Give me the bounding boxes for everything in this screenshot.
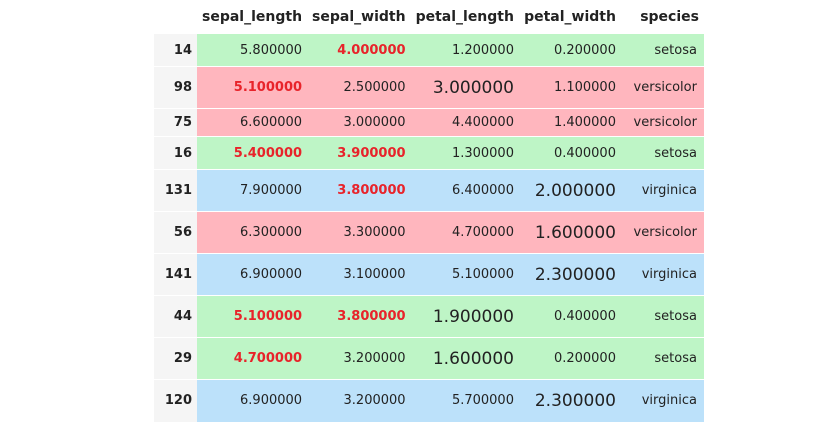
cell-sepal-width: 3.900000	[307, 136, 411, 170]
cell-petal-width: 1.100000	[518, 66, 621, 109]
cell-sepal-width: 3.800000	[307, 295, 411, 338]
table-row: 98 5.100000 2.500000 3.000000 1.100000 v…	[154, 66, 704, 109]
cell-species: virginica	[620, 169, 704, 212]
cell-species: versicolor	[620, 211, 704, 254]
cell-sepal-length: 5.100000	[197, 66, 308, 109]
table-row: 14 5.800000 4.000000 1.200000 0.200000 s…	[154, 33, 704, 67]
row-index: 16	[154, 136, 197, 170]
cell-petal-width: 0.200000	[518, 33, 621, 67]
row-index: 14	[154, 33, 197, 67]
cell-sepal-length: 6.600000	[197, 108, 308, 137]
table-row: 131 7.900000 3.800000 6.400000 2.000000 …	[154, 169, 704, 212]
column-header-petal-length: petal_length	[415, 8, 514, 25]
cell-petal-length: 4.400000	[410, 108, 519, 137]
cell-species: setosa	[620, 295, 704, 338]
row-index: 141	[154, 253, 197, 296]
table-row: 141 6.900000 3.100000 5.100000 2.300000 …	[154, 253, 704, 296]
cell-sepal-length: 6.300000	[197, 211, 308, 254]
table-row: 120 6.900000 3.200000 5.700000 2.300000 …	[154, 379, 704, 422]
row-index: 120	[154, 379, 197, 422]
cell-petal-width: 2.300000	[518, 379, 621, 422]
column-header-species: species	[640, 8, 699, 25]
header-row: sepal_length sepal_width petal_length pe…	[154, 0, 704, 34]
column-header-sepal-width: sepal_width	[312, 8, 406, 25]
cell-sepal-width: 3.800000	[307, 169, 411, 212]
row-index: 56	[154, 211, 197, 254]
cell-sepal-width: 3.200000	[307, 337, 411, 380]
cell-petal-width: 2.300000	[518, 253, 621, 296]
table-row: 75 6.600000 3.000000 4.400000 1.400000 v…	[154, 108, 704, 137]
cell-sepal-width: 3.100000	[307, 253, 411, 296]
cell-sepal-width: 3.300000	[307, 211, 411, 254]
cell-species: setosa	[620, 136, 704, 170]
cell-petal-width: 1.600000	[518, 211, 621, 254]
cell-petal-width: 0.400000	[518, 295, 621, 338]
cell-species: versicolor	[620, 66, 704, 109]
cell-sepal-length: 6.900000	[197, 253, 308, 296]
cell-petal-width: 2.000000	[518, 169, 621, 212]
cell-petal-length: 5.100000	[410, 253, 519, 296]
cell-sepal-length: 5.400000	[197, 136, 308, 170]
column-header-sepal-length: sepal_length	[202, 8, 303, 25]
cell-species: setosa	[620, 33, 704, 67]
cell-sepal-length: 7.900000	[197, 169, 308, 212]
row-index: 75	[154, 108, 197, 137]
cell-sepal-length: 4.700000	[197, 337, 308, 380]
index-header	[154, 0, 197, 34]
table-row: 56 6.300000 3.300000 4.700000 1.600000 v…	[154, 211, 704, 254]
cell-petal-width: 1.400000	[518, 108, 621, 137]
cell-species: virginica	[620, 253, 704, 296]
column-header-petal-width: petal_width	[524, 8, 616, 25]
cell-species: setosa	[620, 337, 704, 380]
cell-sepal-width: 4.000000	[307, 33, 411, 67]
table-body: 14 5.800000 4.000000 1.200000 0.200000 s…	[154, 33, 704, 422]
cell-petal-length: 4.700000	[410, 211, 519, 254]
cell-petal-length: 6.400000	[410, 169, 519, 212]
dataframe-view: sepal_length sepal_width petal_length pe…	[154, 0, 704, 422]
cell-petal-length: 5.700000	[410, 379, 519, 422]
table-row: 29 4.700000 3.200000 1.600000 0.200000 s…	[154, 337, 704, 380]
table-row: 44 5.100000 3.800000 1.900000 0.400000 s…	[154, 295, 704, 338]
table-row: 16 5.400000 3.900000 1.300000 0.400000 s…	[154, 136, 704, 170]
cell-sepal-width: 2.500000	[307, 66, 411, 109]
row-index: 29	[154, 337, 197, 380]
cell-petal-width: 0.400000	[518, 136, 621, 170]
cell-petal-length: 1.600000	[410, 337, 519, 380]
cell-species: versicolor	[620, 108, 704, 137]
styled-dataframe-table: sepal_length sepal_width petal_length pe…	[154, 0, 704, 422]
cell-petal-length: 3.000000	[410, 66, 519, 109]
cell-sepal-length: 5.100000	[197, 295, 308, 338]
cell-petal-length: 1.200000	[410, 33, 519, 67]
cell-sepal-width: 3.200000	[307, 379, 411, 422]
row-index: 44	[154, 295, 197, 338]
cell-sepal-length: 6.900000	[197, 379, 308, 422]
table-header: sepal_length sepal_width petal_length pe…	[154, 0, 704, 34]
cell-sepal-length: 5.800000	[197, 33, 308, 67]
row-index: 131	[154, 169, 197, 212]
cell-petal-length: 1.300000	[410, 136, 519, 170]
cell-petal-width: 0.200000	[518, 337, 621, 380]
cell-petal-length: 1.900000	[410, 295, 519, 338]
cell-species: virginica	[620, 379, 704, 422]
row-index: 98	[154, 66, 197, 109]
cell-sepal-width: 3.000000	[307, 108, 411, 137]
